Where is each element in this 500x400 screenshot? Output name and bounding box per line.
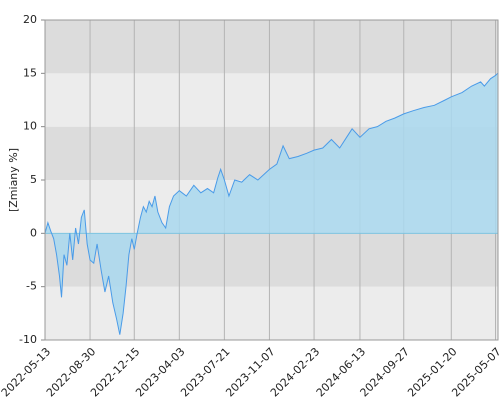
y-tick-label: 10 bbox=[23, 120, 37, 133]
y-axis-label: [Zmiany %] bbox=[7, 148, 20, 212]
y-tick-label: -10 bbox=[19, 333, 37, 346]
y-tick-label: 15 bbox=[23, 66, 37, 79]
y-tick-label: 20 bbox=[23, 13, 37, 26]
y-tick-label: 0 bbox=[30, 226, 37, 239]
y-tick-label: 5 bbox=[30, 173, 37, 186]
y-tick-label: -5 bbox=[26, 280, 37, 293]
area bbox=[45, 73, 498, 335]
background-band bbox=[45, 20, 498, 74]
plot-frame bbox=[44, 19, 499, 341]
line bbox=[44, 72, 498, 335]
